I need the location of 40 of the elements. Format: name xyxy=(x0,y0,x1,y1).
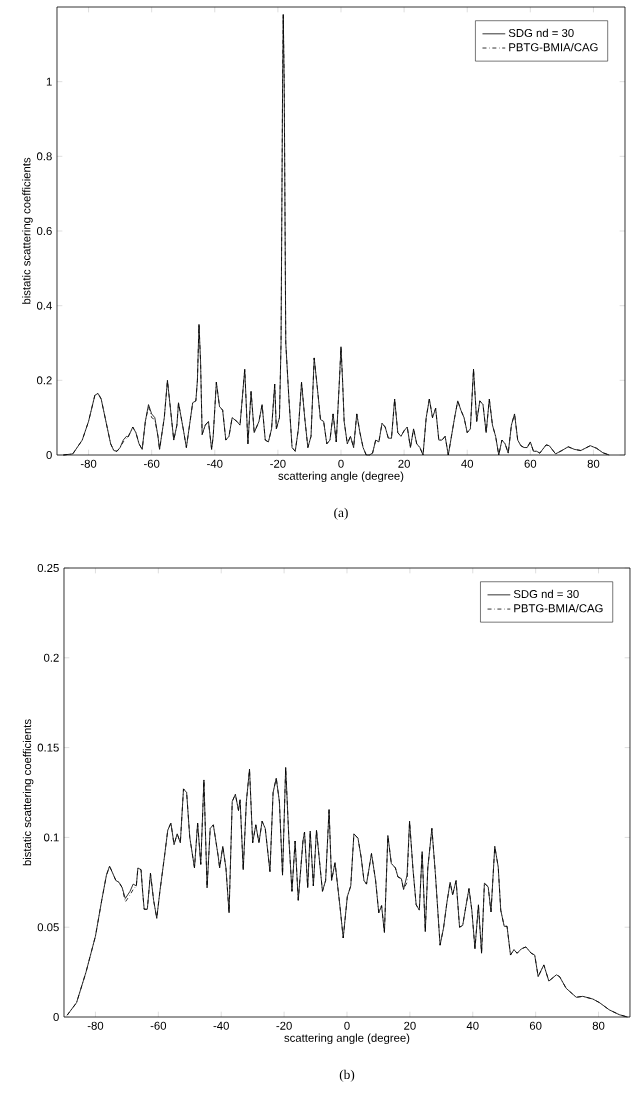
y-tick-label: 0.1 xyxy=(43,833,59,842)
y-tick-label: 0.2 xyxy=(36,376,52,385)
y-tick-label: 0.15 xyxy=(37,743,59,752)
x-tick-label: 0 xyxy=(344,1021,350,1030)
y-tick-label: 0.6 xyxy=(36,227,52,236)
legend-label: PBTG-BMIA/CAG xyxy=(514,603,603,613)
x-tick-label: -80 xyxy=(80,459,97,468)
x-tick-label: -60 xyxy=(150,1021,167,1030)
y-tick-label: 0.05 xyxy=(37,923,59,932)
x-tick-label: -20 xyxy=(270,459,286,468)
text: (b) xyxy=(339,1069,355,1082)
x-tick-label: 20 xyxy=(398,459,410,468)
legend-label: SDG nd = 30 xyxy=(508,28,574,38)
x-tick-label: 0 xyxy=(338,459,344,468)
x-tick-label: -60 xyxy=(143,459,160,468)
y-axis-title: bistatic scattering coefficients xyxy=(22,719,34,866)
x-tick-label: -80 xyxy=(87,1021,104,1030)
x-tick-label: 80 xyxy=(587,459,600,468)
x-tick-label: -40 xyxy=(213,1021,229,1030)
x-tick-label: -40 xyxy=(207,459,223,468)
x-tick-label: 60 xyxy=(524,459,537,468)
x-tick-label: 40 xyxy=(466,1021,479,1030)
x-tick-label: -20 xyxy=(276,1021,292,1030)
x-axis-title: scattering angle (degree) xyxy=(278,471,404,483)
y-axis-title: bistatic scattering coefficients xyxy=(22,157,33,304)
x-tick-label: 20 xyxy=(404,1021,416,1030)
x-tick-label: 40 xyxy=(461,459,474,468)
y-tick-label: 0 xyxy=(46,451,52,460)
text: (a) xyxy=(334,507,348,520)
x-tick-label: 80 xyxy=(592,1021,605,1030)
y-tick-label: 1 xyxy=(46,77,52,86)
legend-label: PBTG-BMIA/CAG xyxy=(509,42,598,52)
y-tick-label: 0.25 xyxy=(37,564,59,573)
legend-label: SDG nd = 30 xyxy=(513,589,579,599)
y-tick-label: 0.8 xyxy=(36,152,52,161)
x-axis-title: scattering angle (degree) xyxy=(284,1033,410,1045)
y-tick-label: 0.2 xyxy=(43,653,59,662)
y-tick-label: 0 xyxy=(53,1013,59,1022)
x-tick-label: 60 xyxy=(529,1021,542,1030)
y-tick-label: 0.4 xyxy=(36,301,52,310)
